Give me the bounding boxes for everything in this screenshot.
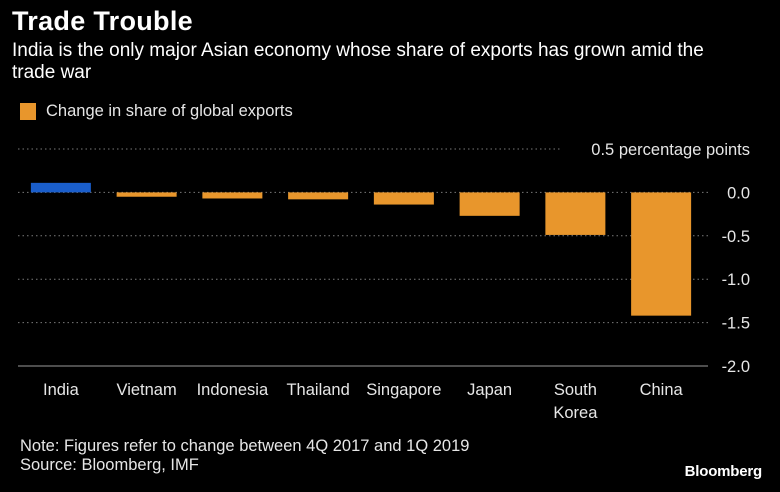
bar-japan bbox=[459, 192, 520, 216]
chart-subtitle: India is the only major Asian economy wh… bbox=[12, 40, 704, 83]
bar-china bbox=[631, 192, 692, 316]
y-tick-label: 0.0 bbox=[727, 184, 750, 202]
bar-singapore bbox=[373, 192, 434, 205]
chart-title: Trade Trouble bbox=[12, 6, 193, 36]
note-text: Note: Figures refer to change between 4Q… bbox=[20, 437, 470, 455]
bar-indonesia bbox=[202, 192, 263, 199]
chart-note: Note: Figures refer to change between 4Q… bbox=[20, 437, 469, 475]
x-tick-label: Japan bbox=[467, 381, 512, 399]
x-tick-label: China bbox=[640, 381, 684, 399]
y-tick-label: -0.5 bbox=[722, 228, 750, 246]
bar-vietnam bbox=[116, 192, 177, 197]
legend: Change in share of global exports bbox=[20, 101, 293, 121]
y-tick-label: -1.0 bbox=[722, 271, 750, 289]
y-tick-label: 0.5 percentage points bbox=[591, 141, 750, 159]
x-tick-label: Thailand bbox=[286, 381, 349, 399]
bar-thailand bbox=[288, 192, 349, 200]
x-tick-label: Vietnam bbox=[117, 381, 177, 399]
y-tick-label: -2.0 bbox=[722, 358, 750, 376]
x-tick-label: Korea bbox=[553, 404, 598, 422]
legend-swatch bbox=[20, 102, 36, 120]
x-tick-label: Singapore bbox=[366, 381, 441, 399]
brand-logo: Bloomberg bbox=[684, 463, 763, 480]
x-tick-label: Indonesia bbox=[197, 381, 269, 399]
y-tick-label: -1.5 bbox=[722, 315, 750, 333]
x-tick-label: India bbox=[43, 381, 80, 399]
legend-label: Change in share of global exports bbox=[46, 101, 293, 120]
bar-south-korea bbox=[545, 192, 606, 235]
source-text: Source: Bloomberg, IMF bbox=[20, 456, 199, 474]
x-tick-label: South bbox=[554, 381, 597, 399]
bar-india bbox=[30, 182, 91, 193]
